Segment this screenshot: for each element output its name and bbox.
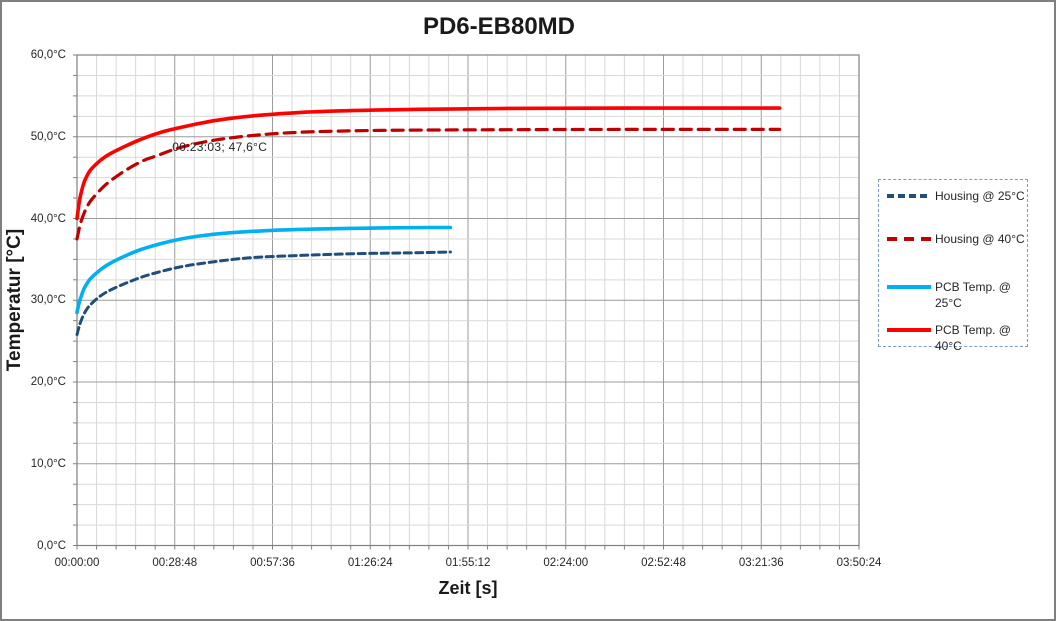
legend-swatch-housing-40-icon xyxy=(887,237,931,241)
x-tick-label: 01:26:24 xyxy=(347,557,393,569)
y-tick-label: 60,0°C xyxy=(30,49,66,61)
legend-swatch-pcb-40-icon xyxy=(887,328,931,332)
legend-label: PCB Temp. @ 25°C xyxy=(935,280,1011,310)
data-label-annotation: 00:23:03; 47,6°C xyxy=(172,140,268,155)
y-axis-title: Temperatur [°C] xyxy=(4,228,25,372)
x-tick-label: 00:00:00 xyxy=(54,557,100,569)
legend-item-pcb-25: PCB Temp. @ 25°C xyxy=(887,279,1027,311)
legend-item-housing-40: Housing @ 40°C xyxy=(887,231,1027,247)
y-tick-label: 50,0°C xyxy=(30,130,66,143)
x-tick-label: 02:24:00 xyxy=(543,557,589,569)
x-tick-label: 03:21:36 xyxy=(738,557,784,569)
legend-item-pcb-40: PCB Temp. @ 40°C xyxy=(887,322,1027,354)
curve-pcb-temp-25-c xyxy=(75,225,453,315)
x-tick-label: 03:50:24 xyxy=(836,557,882,569)
curve-housing-25-c xyxy=(75,250,452,337)
y-tick-label: 20,0°C xyxy=(30,376,66,388)
x-tick-label: 00:28:48 xyxy=(152,557,198,569)
legend-swatch-housing-25-icon xyxy=(887,194,931,198)
x-tick-label: 02:52:48 xyxy=(641,557,686,569)
legend-swatch-pcb-25-icon xyxy=(887,285,931,289)
chart-title: PD6-EB80MD xyxy=(422,13,576,40)
legend: Housing @ 25°C Housing @ 40°C PCB Temp. … xyxy=(878,179,1028,353)
legend-label: Housing @ 25°C xyxy=(935,189,1025,203)
legend-item-housing-25: Housing @ 25°C xyxy=(887,188,1027,204)
y-tick-label: 0,0°C xyxy=(37,539,66,552)
y-tick-label: 40,0°C xyxy=(30,212,66,225)
x-tick-label: 01:55:12 xyxy=(445,557,491,569)
x-axis-title: Zeit [s] xyxy=(438,578,498,598)
legend-label: PCB Temp. @ 40°C xyxy=(935,323,1011,353)
curve-housing-40-c xyxy=(75,127,782,241)
y-tick-label: 30,0°C xyxy=(30,294,66,307)
legend-label: Housing @ 40°C xyxy=(935,232,1025,246)
x-tick-label: 00:57:36 xyxy=(250,557,295,569)
y-tick-label: 10,0°C xyxy=(30,457,66,470)
curve-pcb-temp-40-c xyxy=(75,106,782,221)
